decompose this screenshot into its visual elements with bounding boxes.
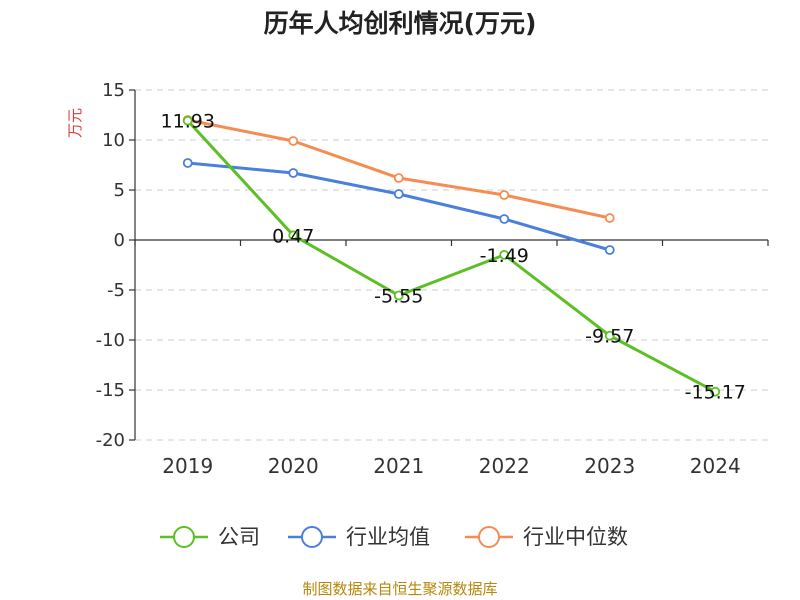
y-axis-unit: 万元 — [66, 108, 84, 138]
x-tick-label: 2021 — [373, 454, 424, 478]
data-point — [499, 214, 510, 224]
data-point — [393, 290, 404, 301]
x-tick-label: 2019 — [162, 454, 213, 478]
data-point — [499, 249, 510, 260]
series-line-0 — [186, 119, 716, 394]
data-label: -15.17 — [685, 382, 746, 404]
legend-label: 行业中位数 — [523, 525, 628, 549]
data-point — [393, 189, 404, 199]
y-tick-label: 5 — [114, 180, 125, 201]
legend-label: 公司 — [218, 525, 260, 549]
data-point — [604, 245, 615, 255]
legend-label: 行业均值 — [346, 525, 430, 549]
data-point — [288, 230, 299, 241]
data-point — [288, 136, 299, 146]
legend-item-2[interactable]: 行业中位数 — [465, 525, 628, 549]
data-label: -9.57 — [585, 326, 634, 348]
data-label: 11.93 — [161, 111, 215, 133]
y-tick-label: -10 — [96, 330, 125, 351]
legend[interactable]: 公司 行业均值 行业中位数 — [160, 525, 628, 549]
x-tick-label: 2024 — [690, 454, 741, 478]
y-tick-label: 15 — [102, 80, 125, 101]
source-note: 制图数据来自恒生聚源数据库 — [302, 580, 497, 598]
x-tick-label: 2020 — [268, 454, 319, 478]
data-point — [604, 213, 615, 223]
y-tick-label: -15 — [96, 380, 125, 401]
y-tick-label: -5 — [107, 280, 125, 301]
legend-marker — [301, 526, 323, 548]
series-lines — [182, 115, 721, 397]
x-tick-label: 2022 — [479, 454, 530, 478]
y-tick-label: 10 — [102, 130, 125, 151]
legend-item-0[interactable]: 公司 — [160, 525, 260, 549]
x-tick-label: 2023 — [584, 454, 635, 478]
legend-marker — [173, 526, 195, 548]
data-point — [710, 386, 721, 397]
data-point — [393, 173, 404, 183]
data-point — [499, 190, 510, 200]
data-point — [288, 168, 299, 178]
axes: 15 10 5 0 -5 -10 -15 -20 2019 2020 2021 2022 2023 202… — [96, 80, 769, 478]
data-label: -5.55 — [374, 286, 423, 308]
grid — [135, 89, 768, 441]
legend-marker — [478, 526, 500, 548]
data-point — [604, 330, 615, 341]
data-point — [182, 115, 193, 126]
data-label: 0.47 — [272, 225, 314, 247]
y-tick-label: -20 — [96, 430, 125, 451]
data-labels: 11.93 0.47 -5.55 -1.49 -9.57 -15.17 — [161, 111, 746, 404]
data-label: -1.49 — [480, 245, 529, 267]
data-point — [182, 158, 193, 168]
legend-item-1[interactable]: 行业均值 — [288, 525, 430, 549]
y-tick-label: 0 — [114, 230, 125, 251]
chart-title: 历年人均创利情况(万元) — [264, 9, 537, 38]
